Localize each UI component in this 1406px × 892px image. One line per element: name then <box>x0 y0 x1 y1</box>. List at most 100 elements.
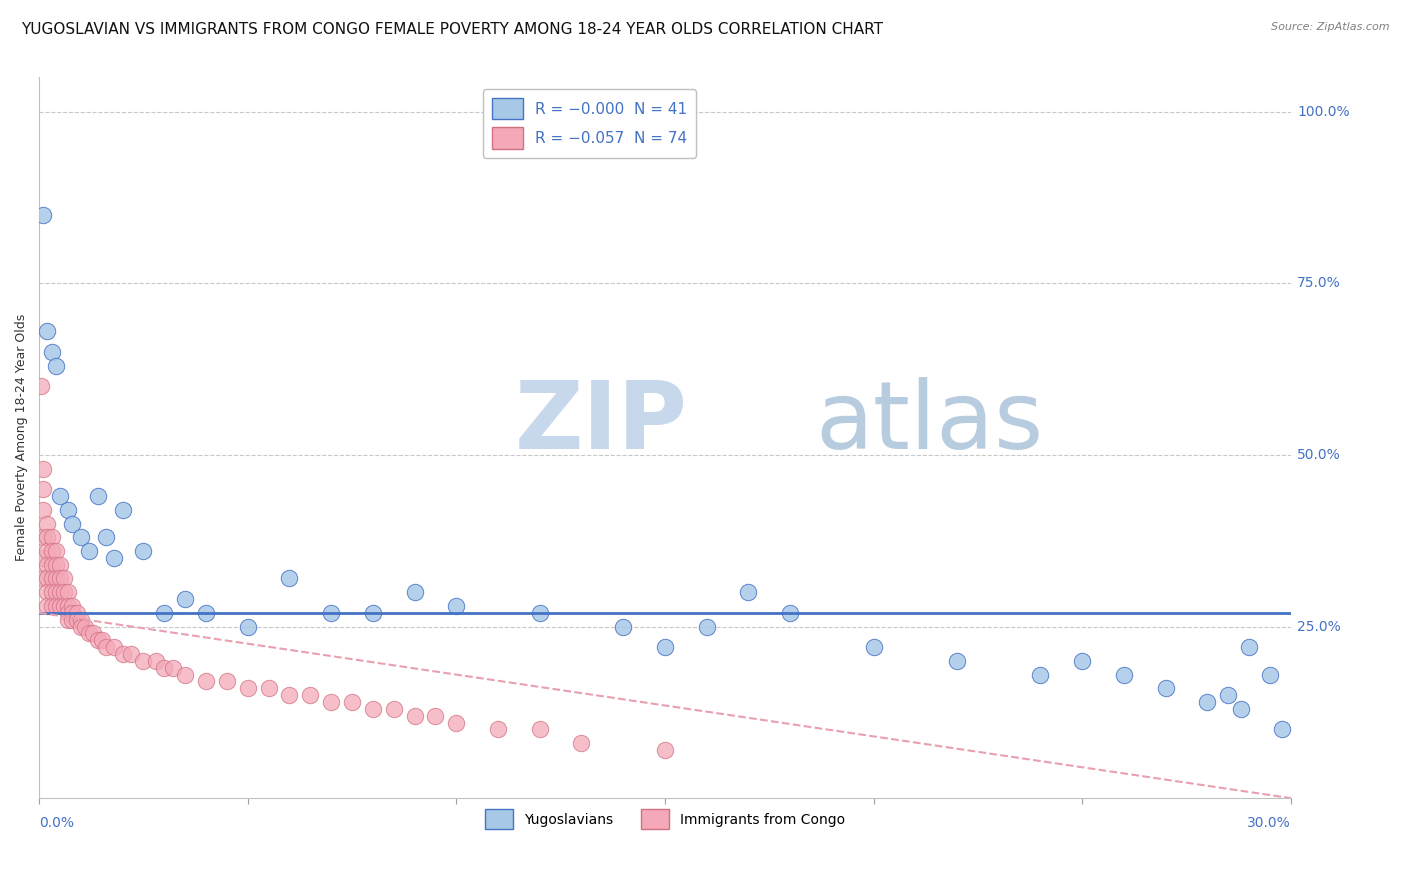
Text: 30.0%: 30.0% <box>1247 816 1291 830</box>
Point <box>86 489 108 503</box>
Point <box>361 702 384 716</box>
Point <box>94 640 117 654</box>
Point <box>446 599 468 613</box>
Point <box>1237 640 1260 654</box>
Point <box>53 585 76 599</box>
Point <box>32 550 55 565</box>
Point <box>321 606 343 620</box>
Point <box>45 572 67 586</box>
Point <box>37 516 59 531</box>
Point <box>58 599 80 613</box>
Point <box>82 626 104 640</box>
Point <box>45 599 67 613</box>
Text: 0.0%: 0.0% <box>39 816 75 830</box>
Point <box>486 723 509 737</box>
Text: Source: ZipAtlas.com: Source: ZipAtlas.com <box>1271 22 1389 32</box>
Point <box>77 544 100 558</box>
Point <box>1112 667 1135 681</box>
Point <box>45 544 67 558</box>
Point <box>529 606 551 620</box>
Point <box>446 715 468 730</box>
Point <box>236 619 259 633</box>
Point <box>53 599 76 613</box>
Point <box>162 661 184 675</box>
Point <box>132 654 155 668</box>
Point <box>53 572 76 586</box>
Point <box>66 606 89 620</box>
Point <box>69 530 91 544</box>
Text: atlas: atlas <box>815 377 1043 469</box>
Point <box>62 599 84 613</box>
Point <box>66 613 89 627</box>
Point <box>49 572 72 586</box>
Point <box>654 743 676 757</box>
Point <box>41 585 63 599</box>
Point <box>404 708 426 723</box>
Point <box>1154 681 1177 696</box>
Point <box>62 516 84 531</box>
Point <box>278 688 301 702</box>
Point <box>49 489 72 503</box>
Point <box>321 695 343 709</box>
Point <box>153 606 176 620</box>
Text: YUGOSLAVIAN VS IMMIGRANTS FROM CONGO FEMALE POVERTY AMONG 18-24 YEAR OLDS CORREL: YUGOSLAVIAN VS IMMIGRANTS FROM CONGO FEM… <box>21 22 883 37</box>
Point <box>32 530 55 544</box>
Point <box>41 599 63 613</box>
Point <box>654 640 676 654</box>
Point <box>62 613 84 627</box>
Point <box>58 613 80 627</box>
Point <box>41 530 63 544</box>
Point <box>69 613 91 627</box>
Point <box>49 585 72 599</box>
Point <box>215 674 238 689</box>
Point <box>45 585 67 599</box>
Point <box>58 585 80 599</box>
Point <box>94 530 117 544</box>
Point <box>103 640 125 654</box>
Point <box>58 606 80 620</box>
Text: 75.0%: 75.0% <box>1296 277 1341 291</box>
Point <box>73 619 96 633</box>
Point <box>195 606 218 620</box>
Point <box>257 681 280 696</box>
Point <box>174 592 197 607</box>
Point <box>32 483 55 497</box>
Text: ZIP: ZIP <box>515 377 688 469</box>
Point <box>737 585 759 599</box>
Point <box>41 572 63 586</box>
Point <box>90 633 112 648</box>
Point <box>49 558 72 572</box>
Point <box>1258 667 1281 681</box>
Point <box>32 208 55 222</box>
Point <box>37 599 59 613</box>
Point <box>404 585 426 599</box>
Point <box>1029 667 1052 681</box>
Point <box>361 606 384 620</box>
Point <box>86 633 108 648</box>
Legend: Yugoslavians, Immigrants from Congo: Yugoslavians, Immigrants from Congo <box>479 804 851 834</box>
Point <box>30 379 52 393</box>
Point <box>62 606 84 620</box>
Point <box>145 654 167 668</box>
Point <box>37 544 59 558</box>
Point <box>103 550 125 565</box>
Point <box>278 572 301 586</box>
Point <box>862 640 884 654</box>
Y-axis label: Female Poverty Among 18-24 Year Olds: Female Poverty Among 18-24 Year Olds <box>15 314 28 561</box>
Point <box>37 325 59 339</box>
Point <box>425 708 447 723</box>
Point <box>41 558 63 572</box>
Point <box>299 688 322 702</box>
Point <box>37 558 59 572</box>
Point <box>153 661 176 675</box>
Point <box>132 544 155 558</box>
Text: 25.0%: 25.0% <box>1296 620 1341 633</box>
Point <box>32 461 55 475</box>
Point <box>696 619 718 633</box>
Point <box>120 647 142 661</box>
Point <box>612 619 634 633</box>
Point <box>779 606 801 620</box>
Point <box>529 723 551 737</box>
Point <box>69 619 91 633</box>
Point <box>236 681 259 696</box>
